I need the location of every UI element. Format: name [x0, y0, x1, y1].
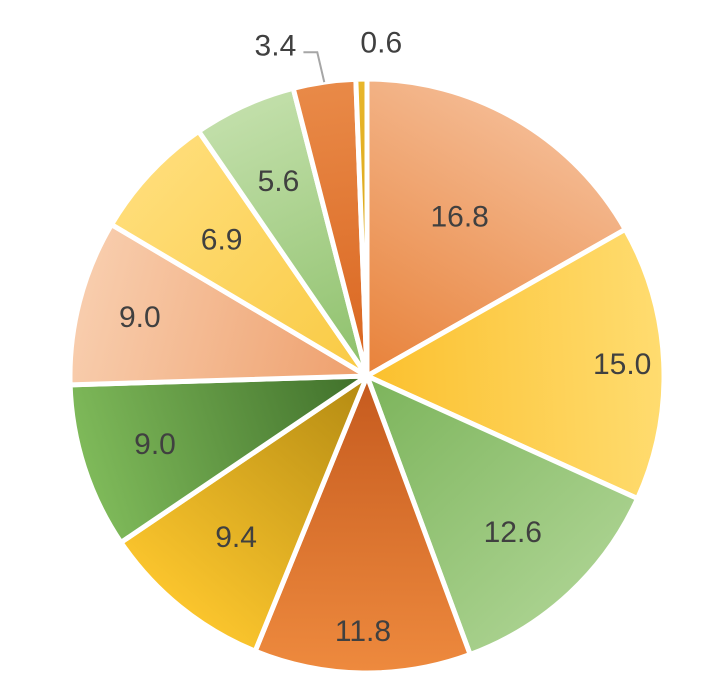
pie-slice-11 [353, 76, 370, 379]
slice-label-3: 12.6 [484, 516, 542, 549]
leader-line-10 [303, 51, 326, 83]
pie-slice-1 [364, 76, 628, 379]
slice-label-4: 11.8 [335, 615, 391, 648]
pie-slice-3 [364, 373, 641, 658]
slice-label-1: 16.8 [430, 200, 488, 233]
slice-label-6: 9.0 [134, 428, 176, 461]
pie-slice-2 [364, 226, 667, 502]
pie-slice-7 [67, 222, 370, 388]
pie-slice-4 [252, 373, 473, 676]
pie-slice-6 [67, 373, 370, 545]
data-labels: 16.8 15.0 12.6 11.8 9.4 9.0 9.0 6.9 5.6 3.4 0.6 [119, 27, 651, 648]
slices-layer [67, 76, 667, 676]
slice-label-8: 6.9 [201, 224, 243, 257]
slice-label-7: 9.0 [119, 301, 161, 334]
slice-label-2: 15.0 [593, 348, 651, 381]
slice-label-10: 3.4 [255, 30, 297, 63]
slice-label-11: 0.6 [360, 27, 402, 60]
slice-label-9: 5.6 [258, 165, 300, 198]
leader-lines [303, 51, 326, 83]
pie-slice-5 [118, 373, 370, 654]
slice-label-5: 9.4 [215, 521, 257, 554]
